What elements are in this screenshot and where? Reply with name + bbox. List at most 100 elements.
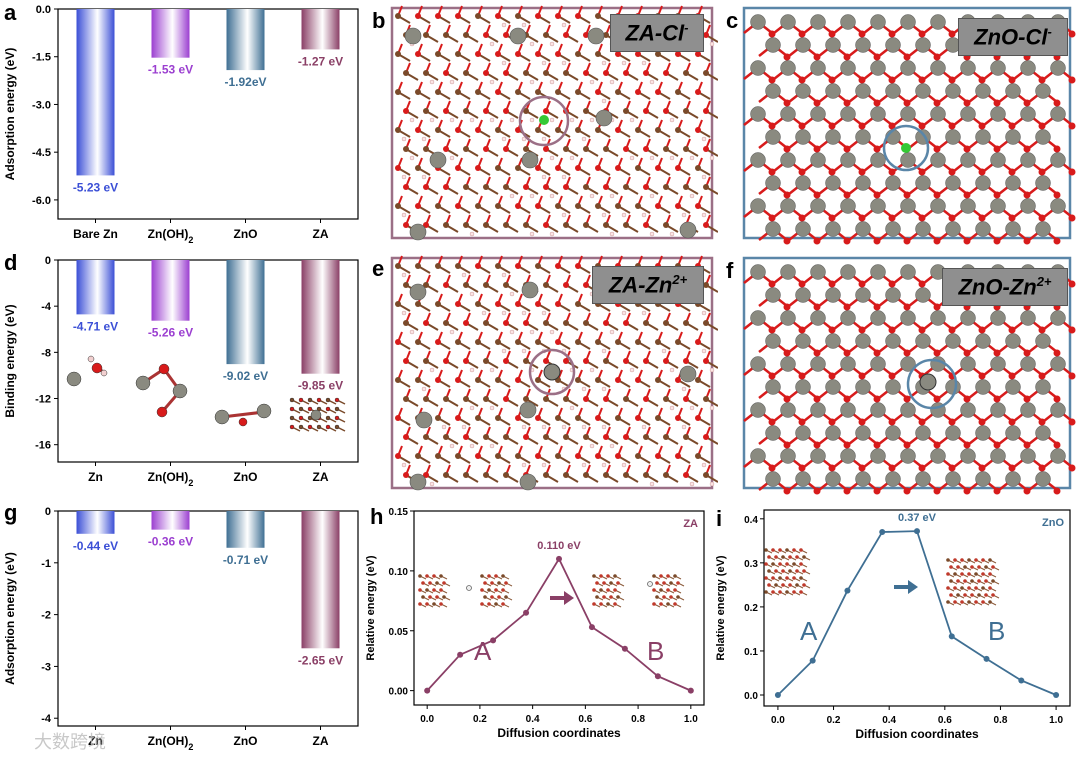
zn-atom: [795, 333, 811, 349]
cluster-atom: [792, 576, 796, 580]
cluster-atom: [442, 595, 446, 599]
lattice-atom: [483, 320, 489, 326]
lattice-atom: [423, 108, 429, 114]
lattice-atom: [683, 434, 689, 440]
lattice-atom: [623, 358, 629, 364]
lattice-atom: [563, 282, 569, 288]
bar-1: [151, 9, 190, 58]
h-atom: [509, 329, 515, 335]
cluster-atom: [953, 558, 957, 562]
lattice-atom: [703, 108, 709, 114]
bar-2: [226, 511, 265, 548]
lattice-atom: [695, 127, 701, 133]
zn-atom: [765, 287, 781, 303]
h-atom: [601, 386, 607, 392]
h-atom: [401, 212, 407, 218]
zn-atom: [750, 310, 766, 326]
zn-atom: [990, 356, 1006, 372]
h-atom: [601, 98, 607, 104]
lattice-atom: [495, 165, 501, 171]
zn-atom: [404, 27, 422, 45]
cluster-atom: [802, 583, 806, 587]
cluster-atom: [298, 424, 304, 430]
lattice-atom: [475, 453, 481, 459]
h-atom: [429, 367, 435, 373]
zn-atom: [825, 129, 841, 145]
lattice-atom: [515, 415, 521, 421]
h-atom: [549, 329, 555, 335]
h-atom: [601, 424, 607, 430]
lattice-atom: [495, 453, 501, 459]
lattice-atom: [443, 184, 449, 190]
cluster-atom: [785, 590, 789, 594]
cluster-atom: [785, 576, 789, 580]
lattice-atom: [583, 108, 589, 114]
lattice-atom: [675, 339, 681, 345]
lattice-atom: [455, 339, 461, 345]
cluster-atom: [953, 600, 957, 604]
ion-marker: [647, 581, 653, 587]
cluster-atom: [606, 588, 610, 592]
zn-atom: [840, 60, 856, 76]
zn-atom: [1050, 198, 1066, 214]
cluster-atom: [652, 574, 656, 578]
lattice-atom: [575, 165, 581, 171]
cluster-atom: [418, 574, 422, 578]
lattice-atom: [443, 146, 449, 152]
zn-ion: [543, 363, 561, 381]
panel-g: g 0 -1 -2 -3 -4 Adsorption energy (eV) Zn -0.44…: [0, 500, 372, 754]
lattice-atom: [583, 146, 589, 152]
cluster-atom: [504, 581, 508, 585]
zn-atom: [409, 283, 427, 301]
zn-atom: [930, 106, 946, 122]
cluster-atom: [439, 588, 443, 592]
zn-atom: [795, 471, 811, 487]
cluster-atom: [659, 588, 663, 592]
cluster-atom: [334, 424, 340, 430]
cluster-atom: [595, 595, 599, 599]
lattice-atom: [555, 51, 561, 57]
zn-atom: [780, 264, 796, 280]
cluster-atom: [666, 602, 670, 606]
h-atom: [509, 117, 515, 123]
zn-atom: [960, 60, 976, 76]
lattice-atom: [583, 320, 589, 326]
lattice-atom: [443, 320, 449, 326]
bar-3: [301, 260, 340, 374]
lattice-atom: [635, 377, 641, 383]
y-tick-label: 0.15: [389, 507, 409, 518]
lattice-atom: [655, 377, 661, 383]
lattice-atom: [423, 472, 429, 478]
data-label: -5.23 eV: [73, 180, 118, 194]
zn-atom: [66, 371, 82, 387]
lattice-atom: [555, 165, 561, 171]
panel-c: c ZnO-Cl-: [726, 0, 1080, 250]
lattice-atom: [635, 89, 641, 95]
cluster-atom: [785, 548, 789, 552]
zn-atom: [915, 287, 931, 303]
lattice-atom: [603, 434, 609, 440]
h-atom: [581, 386, 587, 392]
lattice-atom: [675, 377, 681, 383]
lattice-atom: [423, 434, 429, 440]
lattice-atom: [523, 434, 529, 440]
zn-atom: [900, 14, 916, 30]
y-tick-label: -6.0: [32, 195, 51, 207]
lattice-atom: [543, 146, 549, 152]
zn-atom: [840, 264, 856, 280]
cluster-atom: [991, 579, 995, 583]
h-atom: [549, 41, 555, 47]
lattice-atom: [595, 377, 601, 383]
h-atom: [669, 231, 675, 237]
lattice-atom: [463, 320, 469, 326]
lattice-atom: [523, 70, 529, 76]
h-atom: [421, 386, 427, 392]
series-line: [777, 530, 1057, 696]
data-label: -2.65 eV: [298, 653, 343, 667]
zn-atom: [1050, 402, 1066, 418]
zn-atom: [135, 375, 151, 391]
zn-atom: [1020, 60, 1036, 76]
h-atom: [441, 424, 447, 430]
zn-atom: [855, 37, 871, 53]
h-atom: [549, 117, 555, 123]
